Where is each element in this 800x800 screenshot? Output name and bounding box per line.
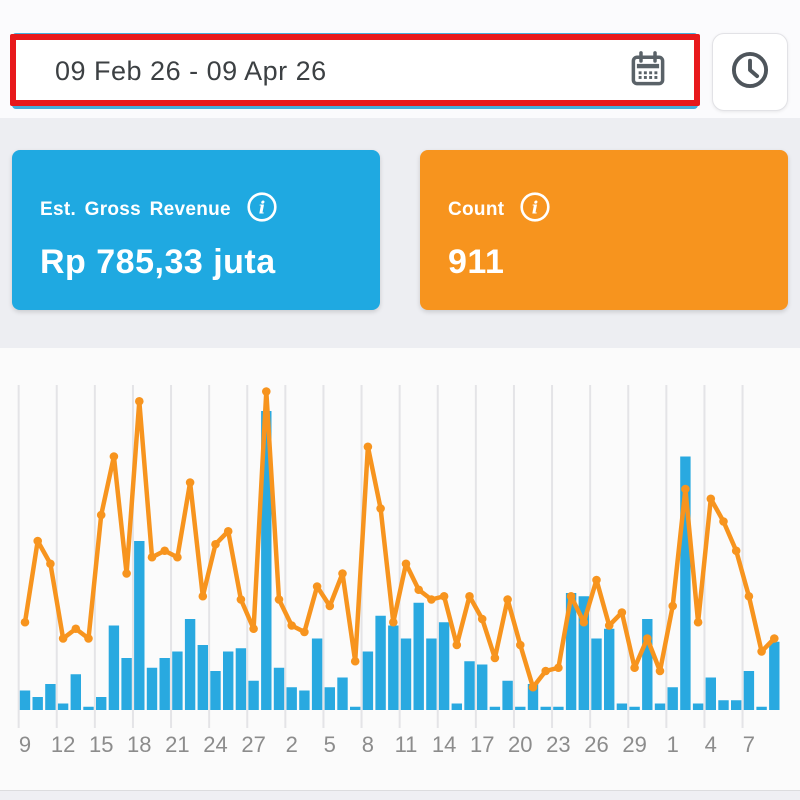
svg-text:i: i [532,199,538,219]
count-card-value: 911 [448,243,505,281]
stats-row: Est. Gross Revenue i Rp 785,33 juta Coun… [0,118,800,348]
svg-text:9: 9 [19,732,31,757]
calendar-icon[interactable] [629,50,667,93]
svg-text:26: 26 [584,732,608,757]
combo-chart[interactable]: 9 12 15 18 21 24 27 2 5 8 11 14 17 20 23 26 29 1 4 7 [0,348,800,790]
svg-text:27: 27 [241,732,265,757]
revenue-card: Est. Gross Revenue i Rp 785,33 juta [12,150,380,310]
date-range-text: 09 Feb 26 - 09 Apr 26 [55,55,327,86]
svg-text:5: 5 [324,732,336,757]
info-icon[interactable]: i [518,190,552,229]
svg-text:12: 12 [51,732,75,757]
chart-panel: 9 12 15 18 21 24 27 2 5 8 11 14 17 20 23 26 29 1 4 7 [0,348,800,791]
svg-text:18: 18 [127,732,151,757]
svg-text:21: 21 [165,732,189,757]
svg-text:1: 1 [667,732,679,757]
revenue-card-value: Rp 785,33 juta [40,243,276,281]
svg-text:4: 4 [705,732,717,757]
svg-text:23: 23 [546,732,570,757]
info-icon[interactable]: i [245,190,279,229]
svg-text:11: 11 [395,732,418,757]
date-range-input[interactable]: 09 Feb 26 - 09 Apr 26 [12,33,698,109]
svg-text:2: 2 [286,732,298,757]
count-card: Count i 911 [420,150,788,310]
clock-button[interactable] [712,33,788,111]
svg-text:24: 24 [203,732,227,757]
header: 09 Feb 26 - 09 Apr 26 [0,0,800,118]
revenue-card-label: Est. Gross Revenue [40,198,231,220]
svg-text:29: 29 [622,732,646,757]
clock-icon [728,48,772,97]
svg-text:7: 7 [743,732,755,757]
svg-text:14: 14 [432,732,456,757]
svg-text:20: 20 [508,732,532,757]
count-card-label: Count [448,198,505,220]
svg-text:8: 8 [362,732,374,757]
svg-text:15: 15 [89,732,113,757]
date-range-picker-wrap: 09 Feb 26 - 09 Apr 26 [10,33,700,109]
svg-text:i: i [259,199,265,219]
svg-text:17: 17 [470,732,494,757]
